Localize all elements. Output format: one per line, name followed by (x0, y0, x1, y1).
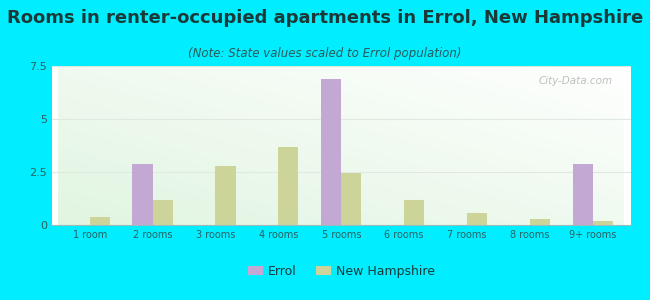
Bar (278, 147, 298, 225)
Bar (216, 166, 235, 225)
Bar (321, 79, 341, 225)
Bar (153, 200, 173, 225)
Bar (467, 213, 487, 225)
Bar (133, 164, 153, 225)
Bar (530, 219, 550, 225)
Bar (573, 164, 593, 225)
Text: Rooms in renter-occupied apartments in Errol, New Hampshire: Rooms in renter-occupied apartments in E… (7, 9, 643, 27)
Bar (90, 217, 110, 225)
Bar (593, 221, 613, 225)
Bar (341, 173, 361, 225)
Text: City-Data.com: City-Data.com (539, 76, 613, 85)
Bar (404, 200, 424, 225)
Legend: Errol, New Hampshire: Errol, New Hampshire (243, 260, 439, 283)
Text: (Note: State values scaled to Errol population): (Note: State values scaled to Errol popu… (188, 46, 462, 59)
